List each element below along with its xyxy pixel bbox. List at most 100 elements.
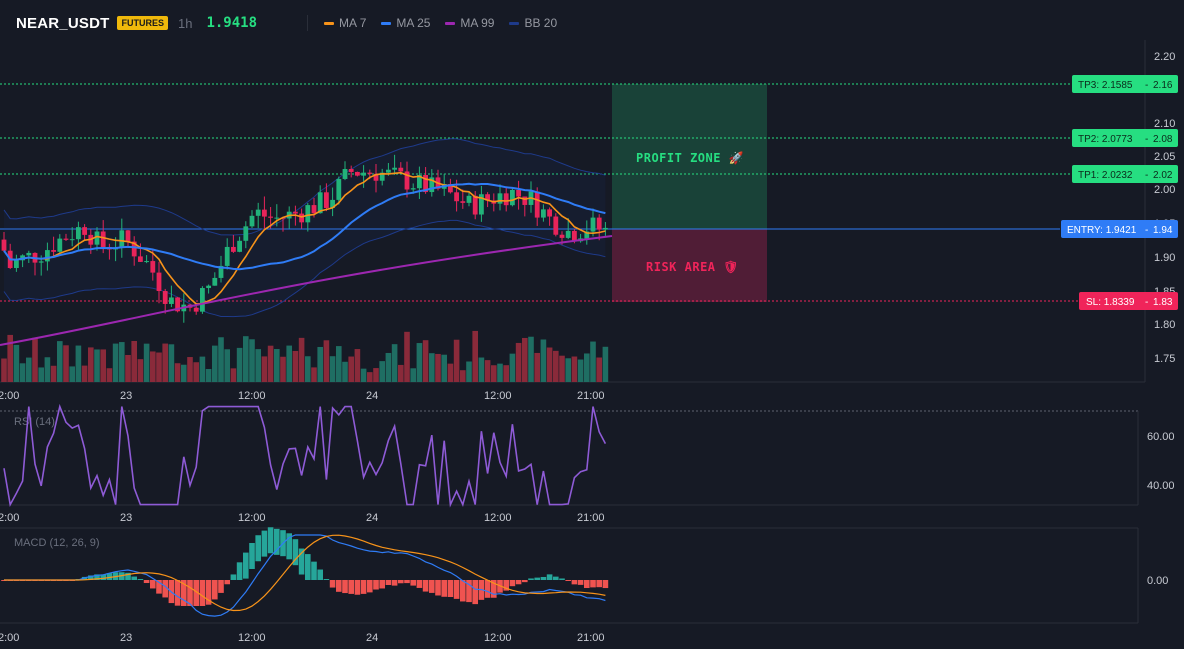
macd-histogram-bar bbox=[503, 580, 509, 591]
legend-ma99[interactable]: MA 99 bbox=[445, 16, 494, 30]
volume-bar bbox=[181, 364, 187, 382]
macd-histogram-bar bbox=[509, 580, 516, 587]
legend-ma25-label: MA 25 bbox=[396, 16, 431, 30]
volume-bar bbox=[199, 356, 206, 382]
candle-body bbox=[193, 307, 199, 312]
time-axis[interactable]: 2:00 23 12:00 24 12:00 21:00 bbox=[0, 390, 605, 402]
time-label: 12:00 bbox=[484, 512, 512, 524]
macd-histogram-bar bbox=[528, 578, 534, 580]
macd-histogram-bar bbox=[472, 580, 478, 605]
macd-histogram-bar bbox=[441, 580, 447, 597]
macd-histogram-bar bbox=[143, 580, 150, 584]
time-label: 21:00 bbox=[577, 632, 605, 644]
macd-histogram-bar bbox=[354, 580, 361, 595]
price-tick: 2.10 bbox=[1154, 118, 1175, 130]
volume-bar bbox=[19, 363, 26, 382]
candle-body bbox=[144, 261, 149, 263]
macd-histogram-bar bbox=[565, 580, 571, 581]
rsi-time-axis: 2:00 23 12:00 24 12:00 21:00 bbox=[0, 512, 605, 524]
candle-body bbox=[342, 169, 348, 179]
volume-bar bbox=[385, 352, 392, 382]
candle-body bbox=[516, 189, 521, 197]
macd-histogram-bar bbox=[187, 580, 193, 606]
volume-bar bbox=[280, 356, 286, 382]
volume-bar bbox=[553, 350, 559, 382]
macd-histogram-bar bbox=[596, 580, 602, 588]
candle-body bbox=[336, 178, 342, 200]
legend-ma7[interactable]: MA 7 bbox=[324, 16, 366, 30]
macd-histogram-bar bbox=[255, 535, 261, 562]
candle-body bbox=[367, 172, 373, 174]
volume-bar bbox=[596, 357, 602, 382]
macd-histogram-bar bbox=[416, 580, 423, 588]
macd-histogram-bar bbox=[292, 539, 299, 566]
volume-bar bbox=[577, 359, 584, 382]
volume-bar bbox=[88, 347, 94, 382]
time-label: 12:00 bbox=[238, 512, 266, 524]
volume-bar bbox=[150, 351, 156, 382]
volume-bar bbox=[503, 365, 509, 382]
volume-bar bbox=[453, 339, 460, 382]
legend-bb20[interactable]: BB 20 bbox=[509, 16, 557, 30]
volume-bar bbox=[143, 343, 150, 382]
candle-body bbox=[76, 227, 81, 240]
candle-body bbox=[255, 209, 261, 216]
symbol-name[interactable]: NEAR_USDT bbox=[16, 14, 110, 32]
entry-tag[interactable]: ENTRY: 1.9421 - 1.94 bbox=[1061, 220, 1178, 238]
volume-bar bbox=[398, 364, 404, 382]
candle-body bbox=[330, 199, 335, 208]
price-tick: 2.00 bbox=[1154, 184, 1175, 196]
time-label: 21:00 bbox=[577, 390, 605, 402]
volume-bar bbox=[224, 349, 230, 382]
profit-zone-label: PROFIT ZONE 🚀 bbox=[636, 151, 744, 165]
candle-body bbox=[162, 291, 168, 304]
candle-body bbox=[584, 231, 590, 239]
candle-body bbox=[472, 195, 478, 215]
timeframe-label[interactable]: 1h bbox=[177, 15, 193, 31]
time-label: 24 bbox=[366, 632, 378, 644]
candle-body bbox=[398, 167, 404, 172]
candle-body bbox=[373, 173, 379, 181]
candle-body bbox=[51, 250, 56, 252]
macd-signal-line bbox=[4, 534, 606, 612]
volume-bar bbox=[571, 356, 578, 382]
sl-tag[interactable]: SL: 1.8339 - 1.83 bbox=[1079, 292, 1178, 310]
candle-body bbox=[497, 193, 503, 204]
header-divider bbox=[307, 15, 309, 31]
macd-histogram-bar bbox=[298, 548, 305, 575]
macd-histogram-bar bbox=[391, 580, 398, 586]
macd-histogram-bar bbox=[367, 580, 373, 593]
tp1-tag[interactable]: TP1: 2.0232 - 2.02 bbox=[1072, 165, 1178, 183]
rsi-label[interactable]: RSI (14) bbox=[14, 416, 55, 428]
macd-histogram-bar bbox=[404, 580, 410, 584]
tp3-tag[interactable]: TP3: 2.1585 - 2.16 bbox=[1072, 75, 1178, 93]
volume-bar bbox=[156, 352, 162, 382]
macd-histogram-bar bbox=[429, 580, 435, 593]
volume-bar bbox=[429, 353, 435, 382]
candle-body bbox=[454, 192, 459, 202]
ma99-line bbox=[0, 235, 613, 346]
macd-histogram-bar bbox=[348, 580, 354, 594]
volume-bar bbox=[416, 343, 423, 382]
volume-bar bbox=[528, 336, 534, 382]
tp2-tag[interactable]: TP2: 2.0773 - 2.08 bbox=[1072, 129, 1178, 147]
risk-area-label: RISK AREA 🛡 bbox=[646, 260, 739, 274]
candle-body bbox=[119, 230, 125, 248]
macd-histogram-bar bbox=[584, 580, 590, 589]
volume-bar bbox=[559, 355, 565, 382]
entry-tag-label: ENTRY: 1.9421 bbox=[1067, 225, 1137, 236]
time-label: 12:00 bbox=[238, 390, 266, 402]
volume-bar bbox=[81, 365, 88, 382]
macd-histogram-bar bbox=[249, 542, 255, 569]
volume-bar bbox=[205, 368, 212, 382]
volume-bar bbox=[168, 344, 175, 382]
macd-histogram-bar bbox=[100, 574, 106, 580]
volume-bar bbox=[360, 368, 367, 382]
candlesticks[interactable] bbox=[1, 154, 608, 323]
candle-body bbox=[553, 216, 559, 235]
macd-histogram-bar bbox=[447, 580, 454, 598]
macd-label[interactable]: MACD (12, 26, 9) bbox=[14, 537, 100, 549]
macd-histogram-bar bbox=[329, 580, 336, 588]
legend-ma25[interactable]: MA 25 bbox=[381, 16, 430, 30]
